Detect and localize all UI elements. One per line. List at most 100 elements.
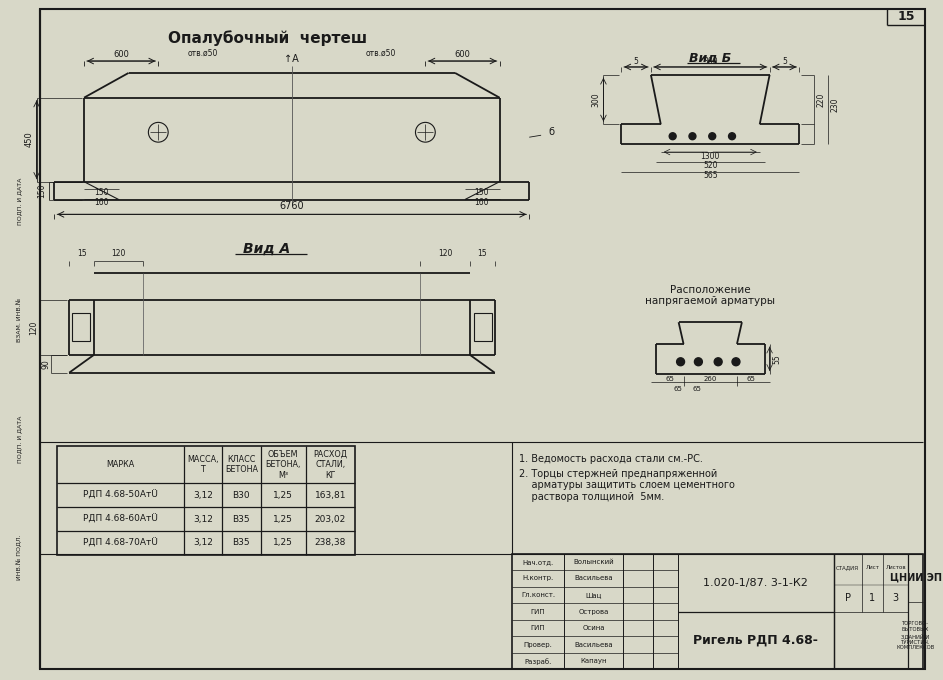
Text: 3,12: 3,12 bbox=[193, 491, 213, 500]
Text: ЦНИИ ЭП: ЦНИИ ЭП bbox=[889, 573, 941, 583]
Text: 1,25: 1,25 bbox=[273, 515, 293, 524]
Text: Расположение
напрягаемой арматуры: Расположение напрягаемой арматуры bbox=[645, 285, 775, 306]
Text: 1,25: 1,25 bbox=[273, 539, 293, 547]
Text: 300: 300 bbox=[591, 92, 600, 107]
Text: ВЗАМ. ИНВ.№: ВЗАМ. ИНВ.№ bbox=[17, 298, 23, 342]
Bar bbox=[73, 313, 90, 341]
Text: Васильева: Васильева bbox=[574, 575, 613, 581]
Circle shape bbox=[694, 358, 703, 366]
Text: 3: 3 bbox=[893, 593, 899, 602]
Text: 203,02: 203,02 bbox=[315, 515, 346, 524]
Text: Ригель РДП 4.68-: Ригель РДП 4.68- bbox=[693, 634, 819, 647]
Text: 565: 565 bbox=[703, 171, 718, 180]
Text: 230: 230 bbox=[831, 97, 839, 112]
Text: ПОДП. И ДАТА: ПОДП. И ДАТА bbox=[17, 178, 23, 225]
Text: КЛАСС
БЕТОНА: КЛАСС БЕТОНА bbox=[224, 455, 257, 475]
Text: 1.020-1/87. 3-1-К2: 1.020-1/87. 3-1-К2 bbox=[703, 577, 808, 588]
Text: 1,25: 1,25 bbox=[273, 491, 293, 500]
Text: Вид А: Вид А bbox=[243, 242, 290, 256]
Text: 15: 15 bbox=[76, 250, 87, 258]
Text: В35: В35 bbox=[233, 515, 250, 524]
Text: 2. Торцы стержней преднапряженной
    арматуры защитить слоем цементного
    рас: 2. Торцы стержней преднапряженной армату… bbox=[520, 469, 736, 502]
Text: 150: 150 bbox=[94, 188, 109, 197]
Text: 120: 120 bbox=[438, 250, 453, 258]
Text: 160: 160 bbox=[474, 198, 489, 207]
Text: 1: 1 bbox=[869, 593, 875, 602]
Text: Нач.отд.: Нач.отд. bbox=[522, 559, 554, 565]
Text: 300: 300 bbox=[703, 56, 718, 65]
Circle shape bbox=[729, 133, 736, 139]
Text: 238,38: 238,38 bbox=[315, 539, 346, 547]
Text: 600: 600 bbox=[455, 50, 471, 58]
Text: Опалубочный  чертеш: Опалубочный чертеш bbox=[168, 31, 367, 46]
Text: 5: 5 bbox=[634, 56, 638, 65]
Text: 150: 150 bbox=[474, 188, 489, 197]
Text: РДП 4.68-60АтÜ: РДП 4.68-60АтÜ bbox=[83, 515, 158, 524]
Text: 520: 520 bbox=[703, 161, 718, 171]
Text: 65: 65 bbox=[673, 386, 682, 392]
Text: Капаун: Капаун bbox=[580, 658, 606, 664]
Text: 6760: 6760 bbox=[279, 201, 305, 211]
Text: 3,12: 3,12 bbox=[193, 515, 213, 524]
Text: 5: 5 bbox=[782, 56, 786, 65]
Text: 3,12: 3,12 bbox=[193, 539, 213, 547]
Bar bbox=[473, 313, 491, 341]
Text: 55: 55 bbox=[772, 354, 781, 364]
Text: Осина: Осина bbox=[582, 625, 604, 631]
Text: 160: 160 bbox=[94, 198, 109, 207]
Text: РДП 4.68-50АтÜ: РДП 4.68-50АтÜ bbox=[83, 491, 158, 500]
Bar bbox=[58, 446, 356, 555]
Text: ТОРГОВО-
БЫТОВЫХ
ЗДАНИЙ И
ТУРИСТИЧ.
КОМПЛЕКСОВ: ТОРГОВО- БЫТОВЫХ ЗДАНИЙ И ТУРИСТИЧ. КОМП… bbox=[897, 622, 935, 651]
Text: РАСХОД
СТАЛИ,
КГ: РАСХОД СТАЛИ, КГ bbox=[313, 449, 347, 479]
Text: 15: 15 bbox=[898, 10, 915, 23]
Text: 150: 150 bbox=[37, 184, 46, 198]
Text: 90: 90 bbox=[41, 359, 50, 369]
Text: Разраб.: Разраб. bbox=[524, 658, 552, 664]
Text: 1. Ведомость расхода стали см.-РС.: 1. Ведомость расхода стали см.-РС. bbox=[520, 454, 703, 464]
Text: 65: 65 bbox=[693, 386, 702, 392]
Circle shape bbox=[689, 133, 696, 139]
Text: 1300: 1300 bbox=[701, 152, 720, 160]
Text: В35: В35 bbox=[233, 539, 250, 547]
Text: Волынский: Волынский bbox=[573, 559, 614, 565]
Text: Н.контр.: Н.контр. bbox=[522, 575, 554, 581]
Bar bbox=[0, 3, 40, 677]
Text: 65: 65 bbox=[746, 375, 755, 381]
Text: ПОДП. И ДАТА: ПОДП. И ДАТА bbox=[17, 415, 23, 462]
Text: ИНВ.№ ПОДЛ.: ИНВ.№ ПОДЛ. bbox=[17, 534, 23, 581]
Circle shape bbox=[709, 133, 716, 139]
Text: Васильева: Васильева bbox=[574, 642, 613, 647]
Circle shape bbox=[677, 358, 685, 366]
Text: б: б bbox=[548, 127, 554, 137]
Text: 260: 260 bbox=[703, 375, 717, 381]
Text: МАССА,
Т: МАССА, Т bbox=[187, 455, 219, 475]
Text: 450: 450 bbox=[25, 131, 33, 147]
Text: ↑A: ↑A bbox=[285, 54, 299, 64]
Text: 15: 15 bbox=[477, 250, 487, 258]
Text: 220: 220 bbox=[817, 92, 825, 107]
Text: 600: 600 bbox=[113, 50, 129, 58]
Text: Лист: Лист bbox=[866, 565, 880, 570]
Text: 65: 65 bbox=[665, 375, 674, 381]
Text: В30: В30 bbox=[233, 491, 250, 500]
Text: Провер.: Провер. bbox=[523, 642, 553, 647]
Text: отв.ø50: отв.ø50 bbox=[366, 49, 396, 58]
Text: 120: 120 bbox=[29, 320, 38, 335]
Bar bbox=[512, 554, 923, 669]
Text: отв.ø50: отв.ø50 bbox=[188, 49, 218, 58]
Text: Острова: Острова bbox=[578, 609, 609, 615]
Text: 163,81: 163,81 bbox=[315, 491, 346, 500]
Text: МАРКА: МАРКА bbox=[107, 460, 135, 469]
Circle shape bbox=[670, 133, 676, 139]
Circle shape bbox=[714, 358, 722, 366]
Text: РДП 4.68-70АтÜ: РДП 4.68-70АтÜ bbox=[83, 538, 158, 547]
Text: Шац: Шац bbox=[586, 592, 602, 598]
Text: ГИП: ГИП bbox=[531, 625, 545, 631]
Text: СТАДИЯ: СТАДИЯ bbox=[836, 565, 859, 570]
Text: 120: 120 bbox=[111, 250, 126, 258]
Text: Р: Р bbox=[845, 593, 851, 602]
Text: ГИП: ГИП bbox=[531, 609, 545, 615]
Text: Листов: Листов bbox=[885, 565, 906, 570]
Text: Гл.конст.: Гл.конст. bbox=[521, 592, 555, 598]
Text: ОБЪЕМ
БЕТОНА,
М³: ОБЪЕМ БЕТОНА, М³ bbox=[265, 449, 301, 479]
